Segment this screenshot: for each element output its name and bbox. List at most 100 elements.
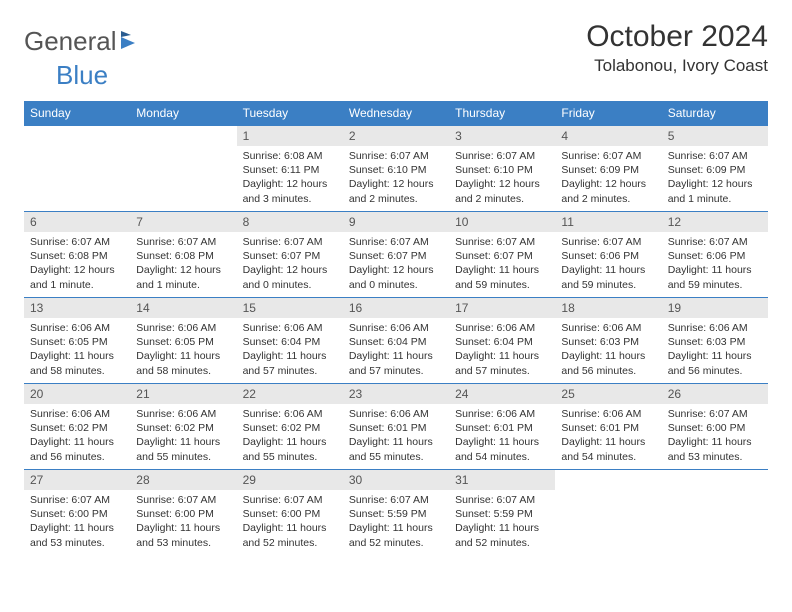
sunset-text: Sunset: 6:00 PM <box>136 507 230 521</box>
day-details: Sunrise: 6:07 AMSunset: 6:09 PMDaylight:… <box>555 146 661 210</box>
sunset-text: Sunset: 6:10 PM <box>349 163 443 177</box>
calendar-cell: 11Sunrise: 6:07 AMSunset: 6:06 PMDayligh… <box>555 212 661 298</box>
day-number: 27 <box>24 470 130 490</box>
sunrise-text: Sunrise: 6:06 AM <box>349 407 443 421</box>
calendar-cell: 13 Sunrise: 6:06 AMSunset: 6:05 PMDayligh… <box>24 298 130 384</box>
sunrise-text: Sunrise: 6:06 AM <box>561 407 655 421</box>
day-details: Sunrise: 6:06 AMSunset: 6:01 PMDaylight:… <box>343 404 449 468</box>
daylight-text: Daylight: 11 hours and 52 minutes. <box>243 521 337 549</box>
logo: General <box>24 26 145 57</box>
calendar-cell: 24Sunrise: 6:06 AMSunset: 6:01 PMDayligh… <box>449 384 555 470</box>
day-details: Sunrise: 6:07 AMSunset: 5:59 PMDaylight:… <box>343 490 449 554</box>
day-number: 6 <box>24 212 130 232</box>
sunrise-text: Sunrise: 6:07 AM <box>561 235 655 249</box>
sunset-text: Sunset: 6:01 PM <box>561 421 655 435</box>
daylight-text: Daylight: 11 hours and 52 minutes. <box>349 521 443 549</box>
day-number: 9 <box>343 212 449 232</box>
calendar-cell: 3Sunrise: 6:07 AMSunset: 6:10 PMDaylight… <box>449 126 555 212</box>
day-number: 5 <box>662 126 768 146</box>
daylight-text: Daylight: 12 hours and 2 minutes. <box>349 177 443 205</box>
sunset-text: Sunset: 6:02 PM <box>136 421 230 435</box>
calendar-cell: 27Sunrise: 6:07 AMSunset: 6:00 PMDayligh… <box>24 470 130 556</box>
weekday-header-row: SundayMondayTuesdayWednesdayThursdayFrid… <box>24 101 768 126</box>
daylight-text: Daylight: 11 hours and 59 minutes. <box>455 263 549 291</box>
sunrise-text: Sunrise: 6:07 AM <box>136 493 230 507</box>
calendar-cell: 2Sunrise: 6:07 AMSunset: 6:10 PMDaylight… <box>343 126 449 212</box>
daylight-text: Daylight: 11 hours and 55 minutes. <box>349 435 443 463</box>
sunrise-text: Sunrise: 6:06 AM <box>455 407 549 421</box>
day-details: Sunrise: 6:07 AMSunset: 6:00 PMDaylight:… <box>237 490 343 554</box>
calendar-cell <box>130 126 236 212</box>
calendar-cell: 29Sunrise: 6:07 AMSunset: 6:00 PMDayligh… <box>237 470 343 556</box>
calendar-cell <box>24 126 130 212</box>
sunset-text: Sunset: 6:01 PM <box>349 421 443 435</box>
sunrise-text: Sunrise: 6:07 AM <box>136 235 230 249</box>
calendar-cell: 31Sunrise: 6:07 AMSunset: 5:59 PMDayligh… <box>449 470 555 556</box>
sunset-text: Sunset: 6:09 PM <box>668 163 762 177</box>
sunset-text: Sunset: 6:05 PM <box>136 335 230 349</box>
sunset-text: Sunset: 6:00 PM <box>668 421 762 435</box>
day-details: Sunrise: 6:06 AMSunset: 6:03 PMDaylight:… <box>662 318 768 382</box>
weekday-header: Sunday <box>24 101 130 126</box>
day-details: Sunrise: 6:07 AMSunset: 6:10 PMDaylight:… <box>449 146 555 210</box>
day-number: 26 <box>662 384 768 404</box>
weekday-header: Tuesday <box>237 101 343 126</box>
calendar-cell: 8Sunrise: 6:07 AMSunset: 6:07 PMDaylight… <box>237 212 343 298</box>
daylight-text: Daylight: 12 hours and 2 minutes. <box>561 177 655 205</box>
sunrise-text: Sunrise: 6:07 AM <box>668 149 762 163</box>
sunset-text: Sunset: 5:59 PM <box>349 507 443 521</box>
title-block: October 2024 Tolabonou, Ivory Coast <box>586 20 768 76</box>
daylight-text: Daylight: 11 hours and 53 minutes. <box>136 521 230 549</box>
daylight-text: Daylight: 11 hours and 52 minutes. <box>455 521 549 549</box>
calendar-week-row: 1Sunrise: 6:08 AMSunset: 6:11 PMDaylight… <box>24 126 768 212</box>
day-number: 3 <box>449 126 555 146</box>
logo-flag-icon <box>121 31 143 52</box>
day-details: Sunrise: 6:07 AMSunset: 6:10 PMDaylight:… <box>343 146 449 210</box>
day-number: 7 <box>130 212 236 232</box>
day-number: 20 <box>24 384 130 404</box>
daylight-text: Daylight: 11 hours and 53 minutes. <box>668 435 762 463</box>
calendar-cell <box>555 470 661 556</box>
sunset-text: Sunset: 6:07 PM <box>349 249 443 263</box>
calendar-week-row: 13Sunrise: 6:06 AMSunset: 6:05 PMDayligh… <box>24 298 768 384</box>
calendar-week-row: 27Sunrise: 6:07 AMSunset: 6:00 PMDayligh… <box>24 470 768 556</box>
day-details: Sunrise: 6:07 AMSunset: 6:08 PMDaylight:… <box>130 232 236 296</box>
sunrise-text: Sunrise: 6:07 AM <box>455 235 549 249</box>
sunrise-text: Sunrise: 6:06 AM <box>561 321 655 335</box>
daylight-text: Daylight: 12 hours and 1 minute. <box>668 177 762 205</box>
day-number: 13 <box>24 298 130 318</box>
sunset-text: Sunset: 6:05 PM <box>30 335 124 349</box>
daylight-text: Daylight: 11 hours and 58 minutes. <box>136 349 230 377</box>
day-details: Sunrise: 6:07 AMSunset: 6:07 PMDaylight:… <box>449 232 555 296</box>
calendar-cell: 25Sunrise: 6:06 AMSunset: 6:01 PMDayligh… <box>555 384 661 470</box>
logo-text-general: General <box>24 26 117 57</box>
day-number: 31 <box>449 470 555 490</box>
sunrise-text: Sunrise: 6:06 AM <box>455 321 549 335</box>
calendar-cell: 4Sunrise: 6:07 AMSunset: 6:09 PMDaylight… <box>555 126 661 212</box>
day-number: 18 <box>555 298 661 318</box>
sunset-text: Sunset: 6:04 PM <box>455 335 549 349</box>
daylight-text: Daylight: 11 hours and 53 minutes. <box>30 521 124 549</box>
sunset-text: Sunset: 6:06 PM <box>561 249 655 263</box>
sunrise-text: Sunrise: 6:06 AM <box>30 321 124 335</box>
daylight-text: Daylight: 12 hours and 0 minutes. <box>243 263 337 291</box>
sunrise-text: Sunrise: 6:06 AM <box>136 321 230 335</box>
calendar-cell: 5 Sunrise: 6:07 AMSunset: 6:09 PMDaylight… <box>662 126 768 212</box>
day-details: Sunrise: 6:06 AMSunset: 6:02 PMDaylight:… <box>237 404 343 468</box>
calendar-week-row: 6Sunrise: 6:07 AMSunset: 6:08 PMDaylight… <box>24 212 768 298</box>
day-number: 15 <box>237 298 343 318</box>
day-details: Sunrise: 6:07 AMSunset: 6:08 PMDaylight:… <box>24 232 130 296</box>
sunset-text: Sunset: 6:00 PM <box>30 507 124 521</box>
calendar-cell <box>662 470 768 556</box>
sunrise-text: Sunrise: 6:07 AM <box>455 493 549 507</box>
day-number: 30 <box>343 470 449 490</box>
sunrise-text: Sunrise: 6:07 AM <box>349 235 443 249</box>
calendar-cell: 22Sunrise: 6:06 AMSunset: 6:02 PMDayligh… <box>237 384 343 470</box>
calendar-cell: 30Sunrise: 6:07 AMSunset: 5:59 PMDayligh… <box>343 470 449 556</box>
daylight-text: Daylight: 11 hours and 58 minutes. <box>30 349 124 377</box>
daylight-text: Daylight: 11 hours and 56 minutes. <box>561 349 655 377</box>
day-details: Sunrise: 6:07 AMSunset: 6:07 PMDaylight:… <box>237 232 343 296</box>
sunrise-text: Sunrise: 6:06 AM <box>243 321 337 335</box>
sunset-text: Sunset: 6:08 PM <box>136 249 230 263</box>
weekday-header: Monday <box>130 101 236 126</box>
